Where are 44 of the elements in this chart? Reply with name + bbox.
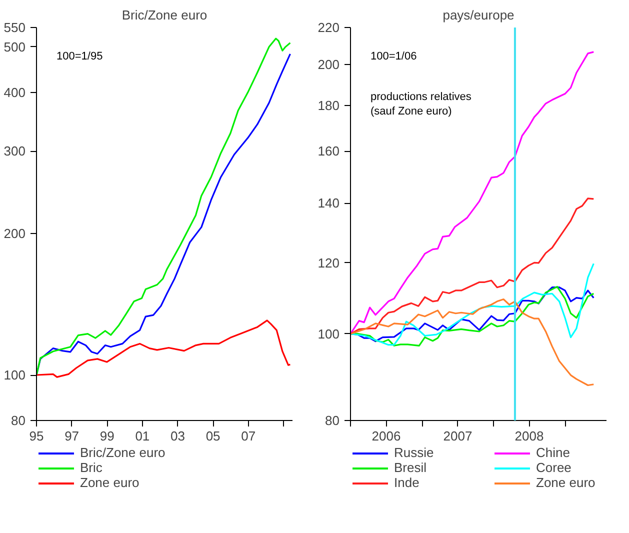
y-tick-label: 300 bbox=[4, 144, 26, 159]
legend-label: Chine bbox=[536, 445, 571, 460]
line-series bbox=[350, 198, 594, 335]
y-tick-label: 550 bbox=[4, 20, 26, 35]
legend-label: Bresil bbox=[394, 460, 428, 475]
y-tick-label: 100 bbox=[318, 326, 340, 342]
x-tick-label: 95 bbox=[29, 428, 44, 444]
x-tick-label: 07 bbox=[241, 428, 256, 444]
legend-label: Zone euro bbox=[80, 475, 140, 490]
y-tick-label: 160 bbox=[318, 144, 340, 159]
legend-label: Russie bbox=[394, 445, 435, 460]
y-tick-label: 200 bbox=[318, 57, 340, 72]
y-tick-label: 400 bbox=[4, 84, 26, 100]
y-tick-label: 200 bbox=[4, 226, 26, 242]
x-tick-label: 03 bbox=[170, 428, 185, 444]
y-tick-label: 140 bbox=[318, 196, 340, 211]
x-tick-label: 05 bbox=[206, 428, 220, 444]
x-tick-label: 97 bbox=[64, 428, 80, 444]
y-tick-label: 120 bbox=[318, 255, 340, 270]
y-tick-label: 500 bbox=[4, 39, 26, 54]
line-series bbox=[350, 298, 594, 386]
line-series bbox=[36, 320, 292, 378]
annotation: 100=1/95 bbox=[56, 50, 103, 62]
x-tick-label: 2006 bbox=[372, 428, 401, 444]
y-tick-label: 180 bbox=[318, 98, 340, 113]
legend-label: Coree bbox=[536, 460, 572, 475]
legend-label: Bric bbox=[80, 460, 102, 475]
legend-label: Inde bbox=[394, 475, 420, 490]
x-tick-label: 2008 bbox=[514, 428, 544, 444]
x-tick-label: 01 bbox=[135, 428, 150, 444]
legend-label: Zone euro bbox=[536, 475, 596, 490]
y-tick-label: 80 bbox=[325, 413, 340, 428]
annotation: productions relatives (sauf Zone euro) bbox=[370, 91, 472, 118]
y-tick-label: 80 bbox=[11, 413, 26, 428]
x-tick-label: 99 bbox=[100, 428, 114, 444]
x-tick-label: 2007 bbox=[443, 428, 472, 444]
line-series bbox=[350, 262, 594, 346]
annotation: 100=1/06 bbox=[370, 50, 417, 62]
chart-title: pays/europe bbox=[442, 8, 514, 22]
chart-title: Bric/Zone euro bbox=[122, 8, 208, 22]
y-tick-label: 100 bbox=[4, 368, 26, 383]
legend-label: Bric/Zone euro bbox=[80, 445, 166, 460]
line-series bbox=[350, 51, 594, 335]
y-tick-label: 220 bbox=[318, 20, 340, 35]
